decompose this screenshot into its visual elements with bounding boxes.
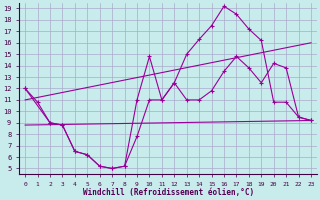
X-axis label: Windchill (Refroidissement éolien,°C): Windchill (Refroidissement éolien,°C) [83,188,254,197]
